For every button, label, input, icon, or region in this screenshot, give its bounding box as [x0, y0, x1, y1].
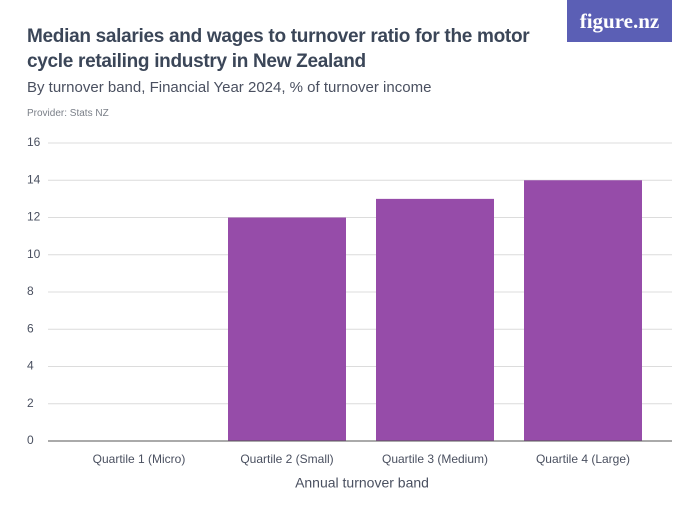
y-tick-label: 6	[27, 321, 34, 335]
y-tick-label: 14	[27, 172, 41, 186]
x-axis-label: Annual turnover band	[295, 475, 429, 491]
y-tick-label: 2	[27, 396, 34, 410]
x-tick-label: Quartile 4 (Large)	[536, 452, 630, 466]
x-tick-label: Quartile 1 (Micro)	[93, 452, 186, 466]
y-tick-label: 10	[27, 247, 41, 261]
x-tick-label: Quartile 3 (Medium)	[382, 452, 488, 466]
chart-subtitle: By turnover band, Financial Year 2024, %…	[27, 79, 432, 96]
bar	[376, 198, 494, 441]
x-tick-label: Quartile 2 (Small)	[240, 452, 333, 466]
y-tick-label: 8	[27, 284, 34, 298]
y-tick-label: 4	[27, 359, 34, 373]
y-tick-label: 0	[27, 433, 34, 447]
chart-title: Median salaries and wages to turnover ra…	[27, 26, 530, 72]
y-tick-label: 16	[27, 135, 41, 149]
bar	[524, 180, 642, 441]
logo[interactable]: figure.nz	[567, 0, 672, 42]
bar	[228, 217, 346, 441]
y-tick-label: 12	[27, 210, 41, 224]
provider: Provider: Stats NZ	[27, 108, 109, 119]
